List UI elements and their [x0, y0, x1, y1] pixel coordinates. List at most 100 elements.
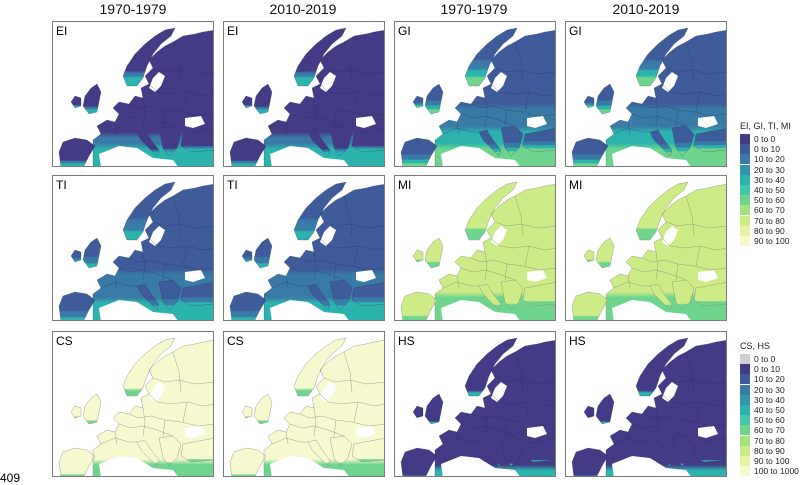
land-region — [308, 284, 330, 310]
land-region — [572, 292, 608, 320]
map-panel-cs-1970: CS — [52, 331, 214, 477]
coastline — [522, 128, 555, 153]
country-border — [114, 431, 118, 445]
coastline — [671, 279, 695, 311]
coastline — [583, 95, 595, 109]
sea-region — [441, 300, 520, 320]
land-region — [137, 284, 159, 310]
coastline — [351, 438, 384, 463]
legend-item: 80 to 90 — [740, 225, 791, 236]
sea-region — [491, 72, 507, 92]
line-number: 409 — [0, 471, 21, 485]
country-border — [172, 351, 182, 393]
legend-swatch — [740, 195, 750, 206]
land-region — [672, 280, 694, 310]
country-border — [162, 263, 166, 281]
land-region — [159, 436, 181, 466]
map-panel-hs-2010: HS — [565, 331, 727, 477]
land-region — [330, 280, 352, 310]
country-border — [490, 393, 555, 407]
country-border — [289, 113, 345, 127]
country-border — [504, 109, 508, 127]
coastline — [635, 181, 689, 241]
legend-label: 40 to 50 — [754, 185, 785, 196]
country-border — [100, 127, 137, 135]
country-border — [114, 121, 118, 135]
legend-item: 60 to 70 — [740, 425, 799, 436]
coastline — [158, 279, 182, 311]
sea-region — [99, 300, 178, 320]
map-panel-cs-2010: CS — [223, 331, 385, 477]
country-border — [631, 423, 687, 437]
country-border — [460, 113, 516, 127]
sea-region — [356, 270, 376, 282]
sea-region — [527, 270, 547, 282]
coastline — [605, 30, 726, 166]
land-region — [523, 282, 555, 306]
legend-item: 70 to 80 — [740, 435, 799, 446]
map-gi-2010 — [571, 27, 726, 166]
country-border — [631, 267, 687, 281]
coastline — [122, 27, 176, 87]
legend-swatch — [740, 215, 750, 226]
sea-region — [612, 456, 691, 476]
legend-swatch — [740, 405, 750, 416]
country-border — [613, 127, 650, 135]
land-region — [479, 130, 501, 156]
sea-region — [320, 382, 336, 402]
coastline — [136, 129, 160, 157]
coastline — [595, 83, 615, 115]
country-border — [142, 251, 146, 281]
column-title-1: 1970-1979 — [99, 1, 167, 17]
coastline — [693, 282, 726, 307]
land-region — [330, 126, 352, 156]
panel-label: HS — [569, 334, 586, 348]
land-region — [672, 126, 694, 156]
legend-item: 30 to 40 — [740, 394, 799, 405]
map-panel-mi-1970: MI — [394, 175, 556, 321]
land-region — [254, 238, 272, 268]
land-region — [352, 438, 384, 462]
country-border — [343, 195, 353, 237]
sea-region — [356, 116, 376, 128]
country-border — [152, 221, 213, 229]
coastline — [70, 405, 82, 419]
legend-label: 100 to 1000 — [754, 466, 799, 477]
legend-item: 40 to 50 — [740, 405, 799, 416]
land-region — [523, 438, 555, 462]
land-region — [71, 406, 81, 418]
coastline — [329, 125, 353, 157]
country-border — [343, 41, 353, 83]
coastline — [136, 439, 160, 467]
country-border — [271, 127, 308, 135]
land-region — [465, 182, 517, 240]
coastline — [635, 27, 689, 87]
legend-swatch — [740, 144, 750, 155]
country-border — [285, 275, 289, 289]
land-region — [596, 394, 614, 424]
land-region — [242, 406, 252, 418]
coastline — [434, 30, 555, 166]
land-region — [294, 182, 346, 240]
legend-item: 10 to 20 — [740, 374, 799, 385]
land-region — [230, 138, 266, 166]
country-border — [613, 437, 650, 445]
sea-region — [698, 426, 718, 438]
land-region — [636, 338, 688, 396]
land-region — [650, 130, 672, 156]
legend-label: 0 to 10 — [754, 364, 780, 375]
country-border — [319, 83, 384, 97]
coastline — [478, 129, 502, 157]
country-border — [490, 83, 555, 97]
land-region — [242, 250, 252, 262]
sea-region — [270, 146, 349, 166]
land-region — [230, 448, 266, 476]
country-border — [442, 281, 479, 289]
land-region — [123, 338, 175, 396]
sea-region — [612, 146, 691, 166]
coastline — [671, 125, 695, 157]
legend-item: 0 to 10 — [740, 364, 799, 375]
coastline — [92, 184, 213, 320]
land-region — [694, 438, 726, 462]
land-region — [71, 96, 81, 108]
